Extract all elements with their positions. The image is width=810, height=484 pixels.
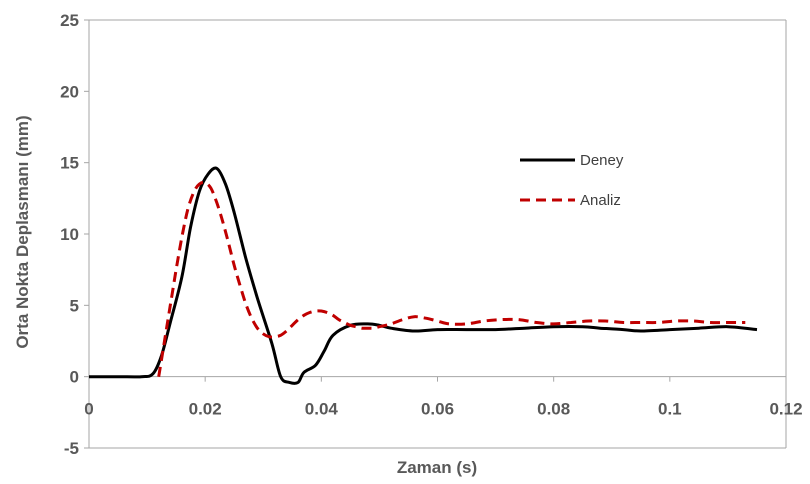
legend-label-analiz: Analiz	[580, 192, 621, 209]
x-tick-label: 0.08	[537, 400, 570, 419]
x-axis-title: Zaman (s)	[397, 458, 477, 477]
tick-labels: -5 0 5 10 15 20 25 0 0.02 0.04 0.06 0.08 0.1 0.12	[60, 11, 802, 458]
x-tick-label: 0	[84, 400, 93, 419]
series-line-analiz	[157, 180, 746, 377]
x-tick-label: 0.12	[769, 400, 802, 419]
y-tick-label: 15	[60, 154, 79, 173]
x-tick-label: 0.04	[305, 400, 339, 419]
legend-label-deney: Deney	[580, 152, 624, 169]
y-tick-label: 10	[60, 225, 79, 244]
y-tick-label: 25	[60, 11, 79, 30]
y-axis-title: Orta Nokta Deplasmanı (mm)	[13, 115, 32, 348]
y-tick-label: 20	[60, 82, 79, 101]
x-tick-label: 0.1	[658, 400, 682, 419]
x-tick-label: 0.06	[421, 400, 454, 419]
legend: Deney Analiz	[520, 152, 624, 209]
y-tick-label: 0	[70, 368, 79, 387]
series-line-deney	[88, 166, 758, 385]
axes	[84, 19, 787, 449]
x-tick-label: 0.02	[189, 400, 222, 419]
series-layer	[88, 166, 758, 385]
y-tick-label: 5	[70, 296, 79, 315]
y-tick-label: -5	[64, 439, 79, 458]
